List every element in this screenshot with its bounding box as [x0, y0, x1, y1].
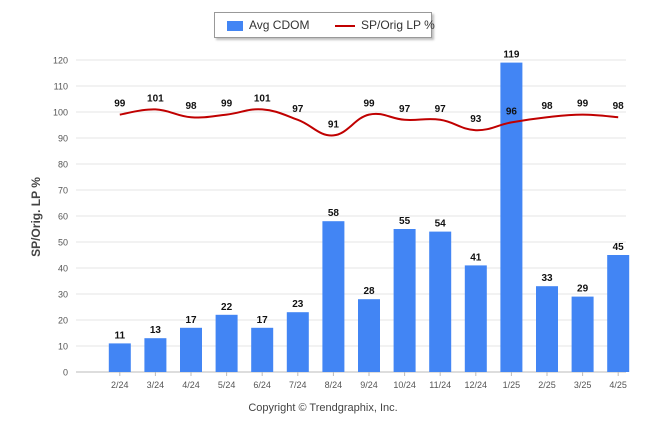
copyright-credit: Copyright © Trendgraphix, Inc. [248, 402, 398, 414]
data-label-avg-cdom: 119 [503, 50, 520, 61]
data-label-avg-cdom: 29 [577, 284, 589, 295]
y-tick-80: 80 [58, 160, 68, 170]
x-tick-label: 4/24 [182, 380, 200, 390]
y-tick-70: 70 [58, 186, 68, 196]
bar-avg-cdom [607, 255, 630, 372]
data-label-sp-orig: 98 [613, 101, 625, 112]
bar-avg-cdom [500, 62, 523, 372]
x-tick-label: 8/24 [325, 380, 343, 390]
bar-avg-cdom [464, 265, 487, 372]
data-label-sp-orig: 99 [363, 99, 375, 110]
data-label-avg-cdom: 17 [185, 315, 197, 326]
legend-label-avg-cdom: Avg CDOM [249, 18, 310, 32]
x-tick-label: 9/24 [360, 380, 378, 390]
data-label-sp-orig: 97 [435, 104, 447, 115]
y-tick-10: 10 [58, 342, 68, 352]
data-label-sp-orig: 99 [577, 99, 589, 110]
y-tick-120: 120 [53, 56, 68, 66]
y-axis-label: SP/Orig. LP % [29, 177, 43, 257]
legend-swatch-avg-cdom [227, 21, 243, 31]
y-tick-60: 60 [58, 212, 68, 222]
y-tick-50: 50 [58, 238, 68, 248]
x-tick-label: 2/25 [538, 380, 556, 390]
data-label-avg-cdom: 17 [257, 315, 269, 326]
data-label-sp-orig: 98 [541, 101, 553, 112]
bar-avg-cdom [286, 312, 309, 372]
y-tick-20: 20 [58, 316, 68, 326]
data-label-sp-orig: 99 [221, 99, 233, 110]
x-tick-label: 2/24 [111, 380, 129, 390]
x-tick-label: 3/25 [574, 380, 592, 390]
y-tick-0: 0 [63, 368, 68, 378]
data-label-avg-cdom: 41 [470, 252, 482, 263]
data-label-sp-orig: 97 [292, 104, 304, 115]
data-label-avg-cdom: 33 [541, 273, 553, 284]
bar-avg-cdom [358, 299, 380, 372]
x-tick-label: 4/25 [609, 380, 627, 390]
data-label-sp-orig: 98 [185, 101, 197, 112]
legend-swatch-sp-orig [335, 25, 355, 27]
data-label-sp-orig: 101 [147, 93, 164, 104]
bar-avg-cdom [180, 327, 202, 372]
data-label-avg-cdom: 55 [399, 216, 411, 227]
y-tick-110: 110 [54, 82, 68, 92]
y-tick-40: 40 [58, 264, 68, 274]
data-label-avg-cdom: 45 [613, 242, 625, 253]
legend: Avg CDOM SP/Orig LP % [214, 12, 435, 38]
series-line-sp-orig [119, 108, 619, 137]
bar-avg-cdom [108, 343, 131, 372]
data-label-avg-cdom: 28 [363, 286, 375, 297]
y-tick-100: 100 [53, 108, 68, 118]
bar-avg-cdom [215, 314, 238, 372]
data-label-avg-cdom: 13 [150, 325, 162, 336]
data-label-avg-cdom: 23 [292, 299, 304, 310]
data-label-avg-cdom: 22 [221, 302, 233, 313]
data-label-sp-orig: 93 [470, 114, 482, 125]
data-label-avg-cdom: 58 [328, 208, 340, 219]
data-label-sp-orig: 96 [506, 106, 518, 117]
data-label-sp-orig: 91 [328, 119, 340, 130]
x-tick-label: 11/24 [429, 380, 451, 390]
legend-label-sp-orig: SP/Orig LP % [361, 18, 435, 32]
data-label-avg-cdom: 11 [115, 330, 126, 341]
data-label-avg-cdom: 54 [435, 219, 447, 230]
bar-avg-cdom [429, 231, 452, 372]
x-tick-label: 7/24 [289, 380, 307, 390]
bar-avg-cdom [571, 296, 594, 372]
bar-avg-cdom [251, 327, 274, 372]
y-tick-90: 90 [58, 134, 68, 144]
data-label-sp-orig: 99 [114, 99, 126, 110]
x-tick-label: 1/25 [503, 380, 521, 390]
x-tick-label: 6/24 [253, 380, 271, 390]
x-tick-label: 12/24 [465, 380, 488, 390]
bar-avg-cdom [536, 286, 558, 372]
data-label-sp-orig: 101 [254, 93, 271, 104]
x-tick-label: 10/24 [393, 380, 416, 390]
data-label-sp-orig: 97 [399, 104, 411, 115]
bar-avg-cdom [144, 338, 167, 372]
x-tick-label: 5/24 [218, 380, 236, 390]
bar-avg-cdom [393, 229, 416, 372]
bar-avg-cdom [322, 221, 345, 372]
y-tick-30: 30 [58, 290, 68, 300]
x-tick-label: 3/24 [147, 380, 165, 390]
